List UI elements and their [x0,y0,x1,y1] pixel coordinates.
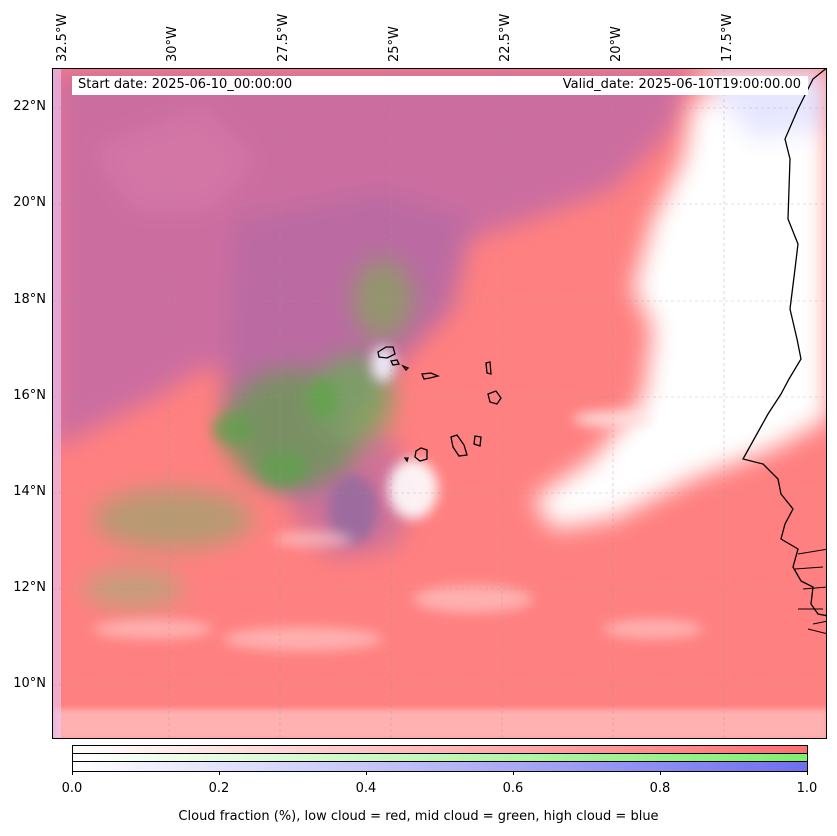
colorbar-tick-label: 0.2 [208,781,230,796]
colorbar-tick [72,771,73,775]
lat-label-18n: 18°N [13,292,46,307]
colorbar-caption: Cloud fraction (%), low cloud = red, mid… [178,809,659,824]
colorbar-tick [660,771,661,775]
date-header: Start date: 2025-06-10_00:00:00 Valid_da… [72,76,808,95]
colorbar-tick [219,771,220,775]
colorbar-high-cloud [73,762,807,771]
cloud-map [52,68,827,739]
colorbar-tick [807,771,808,775]
colorbar-tick-label: 0.0 [61,781,83,796]
colorbar-tick-label: 1.0 [796,781,818,796]
lon-label-22-5w: 22.5°W [498,13,513,62]
cloud-fraction-colorbar [72,745,808,772]
colorbar-tick [366,771,367,775]
colorbar-tick-label: 0.4 [355,781,377,796]
lon-label-30w: 30°W [165,26,180,62]
lon-label-20w: 20°W [609,26,624,62]
colorbar-tick-label: 0.8 [649,781,671,796]
lon-label-32-5w: 32.5°W [55,13,70,62]
lat-label-16n: 16°N [13,388,46,403]
lon-label-27-5w: 27.5°W [276,13,291,62]
lat-label-22n: 22°N [13,99,46,114]
colorbar-mid-cloud [73,754,807,762]
colorbar-tick-label: 0.6 [502,781,524,796]
lat-label-20n: 20°N [13,195,46,210]
lon-label-17-5w: 17.5°W [720,13,735,62]
lon-label-25w: 25°W [387,26,402,62]
lat-label-12n: 12°N [13,580,46,595]
africa-coastline [742,69,826,617]
lat-label-14n: 14°N [13,484,46,499]
valid-date-label: Valid_date: 2025-06-10T19:00:00.00 [562,77,801,92]
start-date-label: Start date: 2025-06-10_00:00:00 [78,77,293,92]
cloud-fraction-field [53,69,826,738]
colorbar-low-cloud [73,746,807,754]
lat-label-10n: 10°N [13,676,46,691]
colorbar-tick [513,771,514,775]
